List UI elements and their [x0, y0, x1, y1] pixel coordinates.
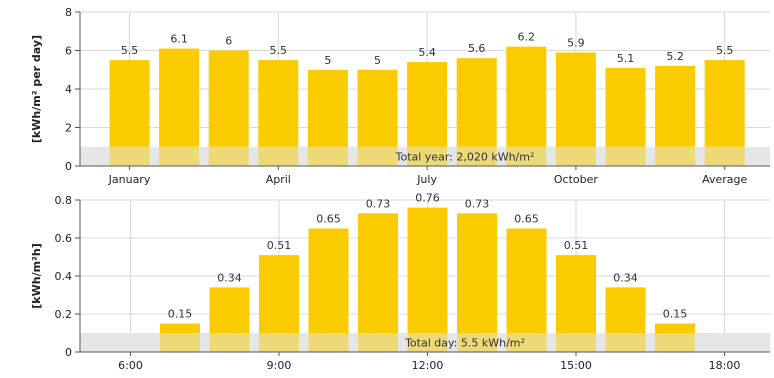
hourly-bar-value-label: 0.73	[366, 197, 391, 210]
monthly-bar	[506, 47, 546, 147]
hourly-bar-value-label: 0.76	[415, 192, 440, 205]
hourly-total-label: Total day: 5.5 kWh/m²	[404, 337, 525, 350]
monthly-bar-value-label: 5.5	[121, 44, 139, 57]
monthly-bar-base	[308, 147, 348, 166]
monthly-x-tick-label: January	[108, 173, 151, 186]
hourly-bar-base	[358, 333, 398, 352]
monthly-x-tick-label: July	[416, 173, 437, 186]
hourly-bar-value-label: 0.65	[316, 213, 341, 226]
hourly-bar-base	[160, 333, 200, 352]
hourly-bar-value-label: 0.34	[217, 271, 242, 284]
monthly-bar-base	[258, 147, 298, 166]
monthly-x-tick-label: April	[266, 173, 291, 186]
monthly-bar-base	[110, 147, 150, 166]
monthly-bar	[308, 70, 348, 147]
hourly-bar	[556, 255, 596, 333]
hourly-bar-value-label: 0.15	[168, 308, 193, 321]
monthly-bar-value-label: 5.6	[468, 42, 486, 55]
monthly-bar-value-label: 5.9	[567, 36, 585, 49]
hourly-bar	[160, 324, 200, 334]
hourly-y-tick-label: 0.8	[55, 194, 73, 207]
monthly-bar-value-label: 5	[324, 54, 331, 67]
hourly-y-axis-label: [kWh/m²h]	[30, 243, 43, 308]
hourly-y-tick-label: 0.4	[55, 270, 73, 283]
hourly-bar	[655, 324, 695, 334]
hourly-x-tick-label: 6:00	[118, 359, 143, 372]
hourly-bar	[210, 287, 250, 333]
hourly-bar-value-label: 0.15	[663, 308, 688, 321]
hourly-bar-base	[210, 333, 250, 352]
monthly-bar-value-label: 6	[225, 35, 232, 48]
monthly-bar	[258, 60, 298, 147]
monthly-bar-value-label: 5.5	[716, 44, 734, 57]
monthly-bar-value-label: 5.4	[418, 46, 436, 59]
monthly-bar	[407, 62, 447, 147]
monthly-bar-value-label: 5.1	[617, 52, 635, 65]
hourly-y-tick-label: 0	[65, 346, 72, 359]
hourly-y-tick-label: 0.2	[55, 308, 73, 321]
monthly-bar-base	[159, 147, 199, 166]
monthly-bar-base	[556, 147, 596, 166]
hourly-x-tick-label: 15:00	[560, 359, 592, 372]
hourly-bar-base	[556, 333, 596, 352]
hourly-bar-value-label: 0.65	[514, 213, 539, 226]
monthly-bar	[159, 49, 199, 147]
hourly-bar	[507, 229, 547, 334]
monthly-bar-value-label: 5.2	[666, 50, 684, 63]
monthly-y-tick-label: 8	[65, 6, 72, 19]
monthly-y-axis-label: [kWh/m² per day]	[30, 35, 43, 143]
hourly-bar-value-label: 0.34	[613, 271, 638, 284]
hourly-bar	[259, 255, 299, 333]
hourly-bar	[457, 213, 497, 333]
hourly-bar-base	[655, 333, 695, 352]
hourly-bar-value-label: 0.51	[564, 239, 589, 252]
hourly-bar-value-label: 0.51	[267, 239, 292, 252]
monthly-bar	[606, 68, 646, 147]
hourly-bar	[408, 208, 448, 333]
monthly-bar-base	[209, 147, 249, 166]
monthly-bar	[110, 60, 150, 147]
monthly-total-label: Total year: 2,020 kWh/m²	[395, 150, 535, 163]
hourly-bar	[309, 229, 349, 334]
monthly-bar-value-label: 6.1	[170, 33, 188, 46]
hourly-x-tick-label: 12:00	[412, 359, 444, 372]
hourly-bar-value-label: 0.73	[465, 197, 490, 210]
monthly-bar	[556, 52, 596, 146]
monthly-y-tick-label: 2	[65, 122, 72, 135]
hourly-bar-base	[309, 333, 349, 352]
hourly-bar-base	[259, 333, 299, 352]
monthly-bar	[705, 60, 745, 147]
monthly-bar-base	[655, 147, 695, 166]
monthly-y-tick-label: 0	[65, 160, 72, 173]
hourly-y-tick-label: 0.6	[55, 232, 73, 245]
monthly-x-tick-label: October	[554, 173, 598, 186]
monthly-x-tick-label: Average	[702, 173, 747, 186]
hourly-bar	[606, 287, 646, 333]
monthly-bar-value-label: 5	[374, 54, 381, 67]
monthly-bar	[209, 51, 249, 147]
hourly-x-tick-label: 9:00	[267, 359, 292, 372]
hourly-bar	[358, 213, 398, 333]
monthly-y-tick-label: 4	[65, 83, 72, 96]
monthly-bar-base	[358, 147, 398, 166]
monthly-bar-base	[606, 147, 646, 166]
hourly-x-tick-label: 18:00	[709, 359, 741, 372]
monthly-y-tick-label: 6	[65, 45, 72, 58]
monthly-bar-base	[705, 147, 745, 166]
monthly-bar-value-label: 6.2	[518, 31, 536, 44]
monthly-bar	[655, 66, 695, 147]
monthly-bar	[358, 70, 398, 147]
hourly-bar-base	[606, 333, 646, 352]
monthly-bar	[457, 58, 497, 147]
monthly-bar-value-label: 5.5	[270, 44, 288, 57]
